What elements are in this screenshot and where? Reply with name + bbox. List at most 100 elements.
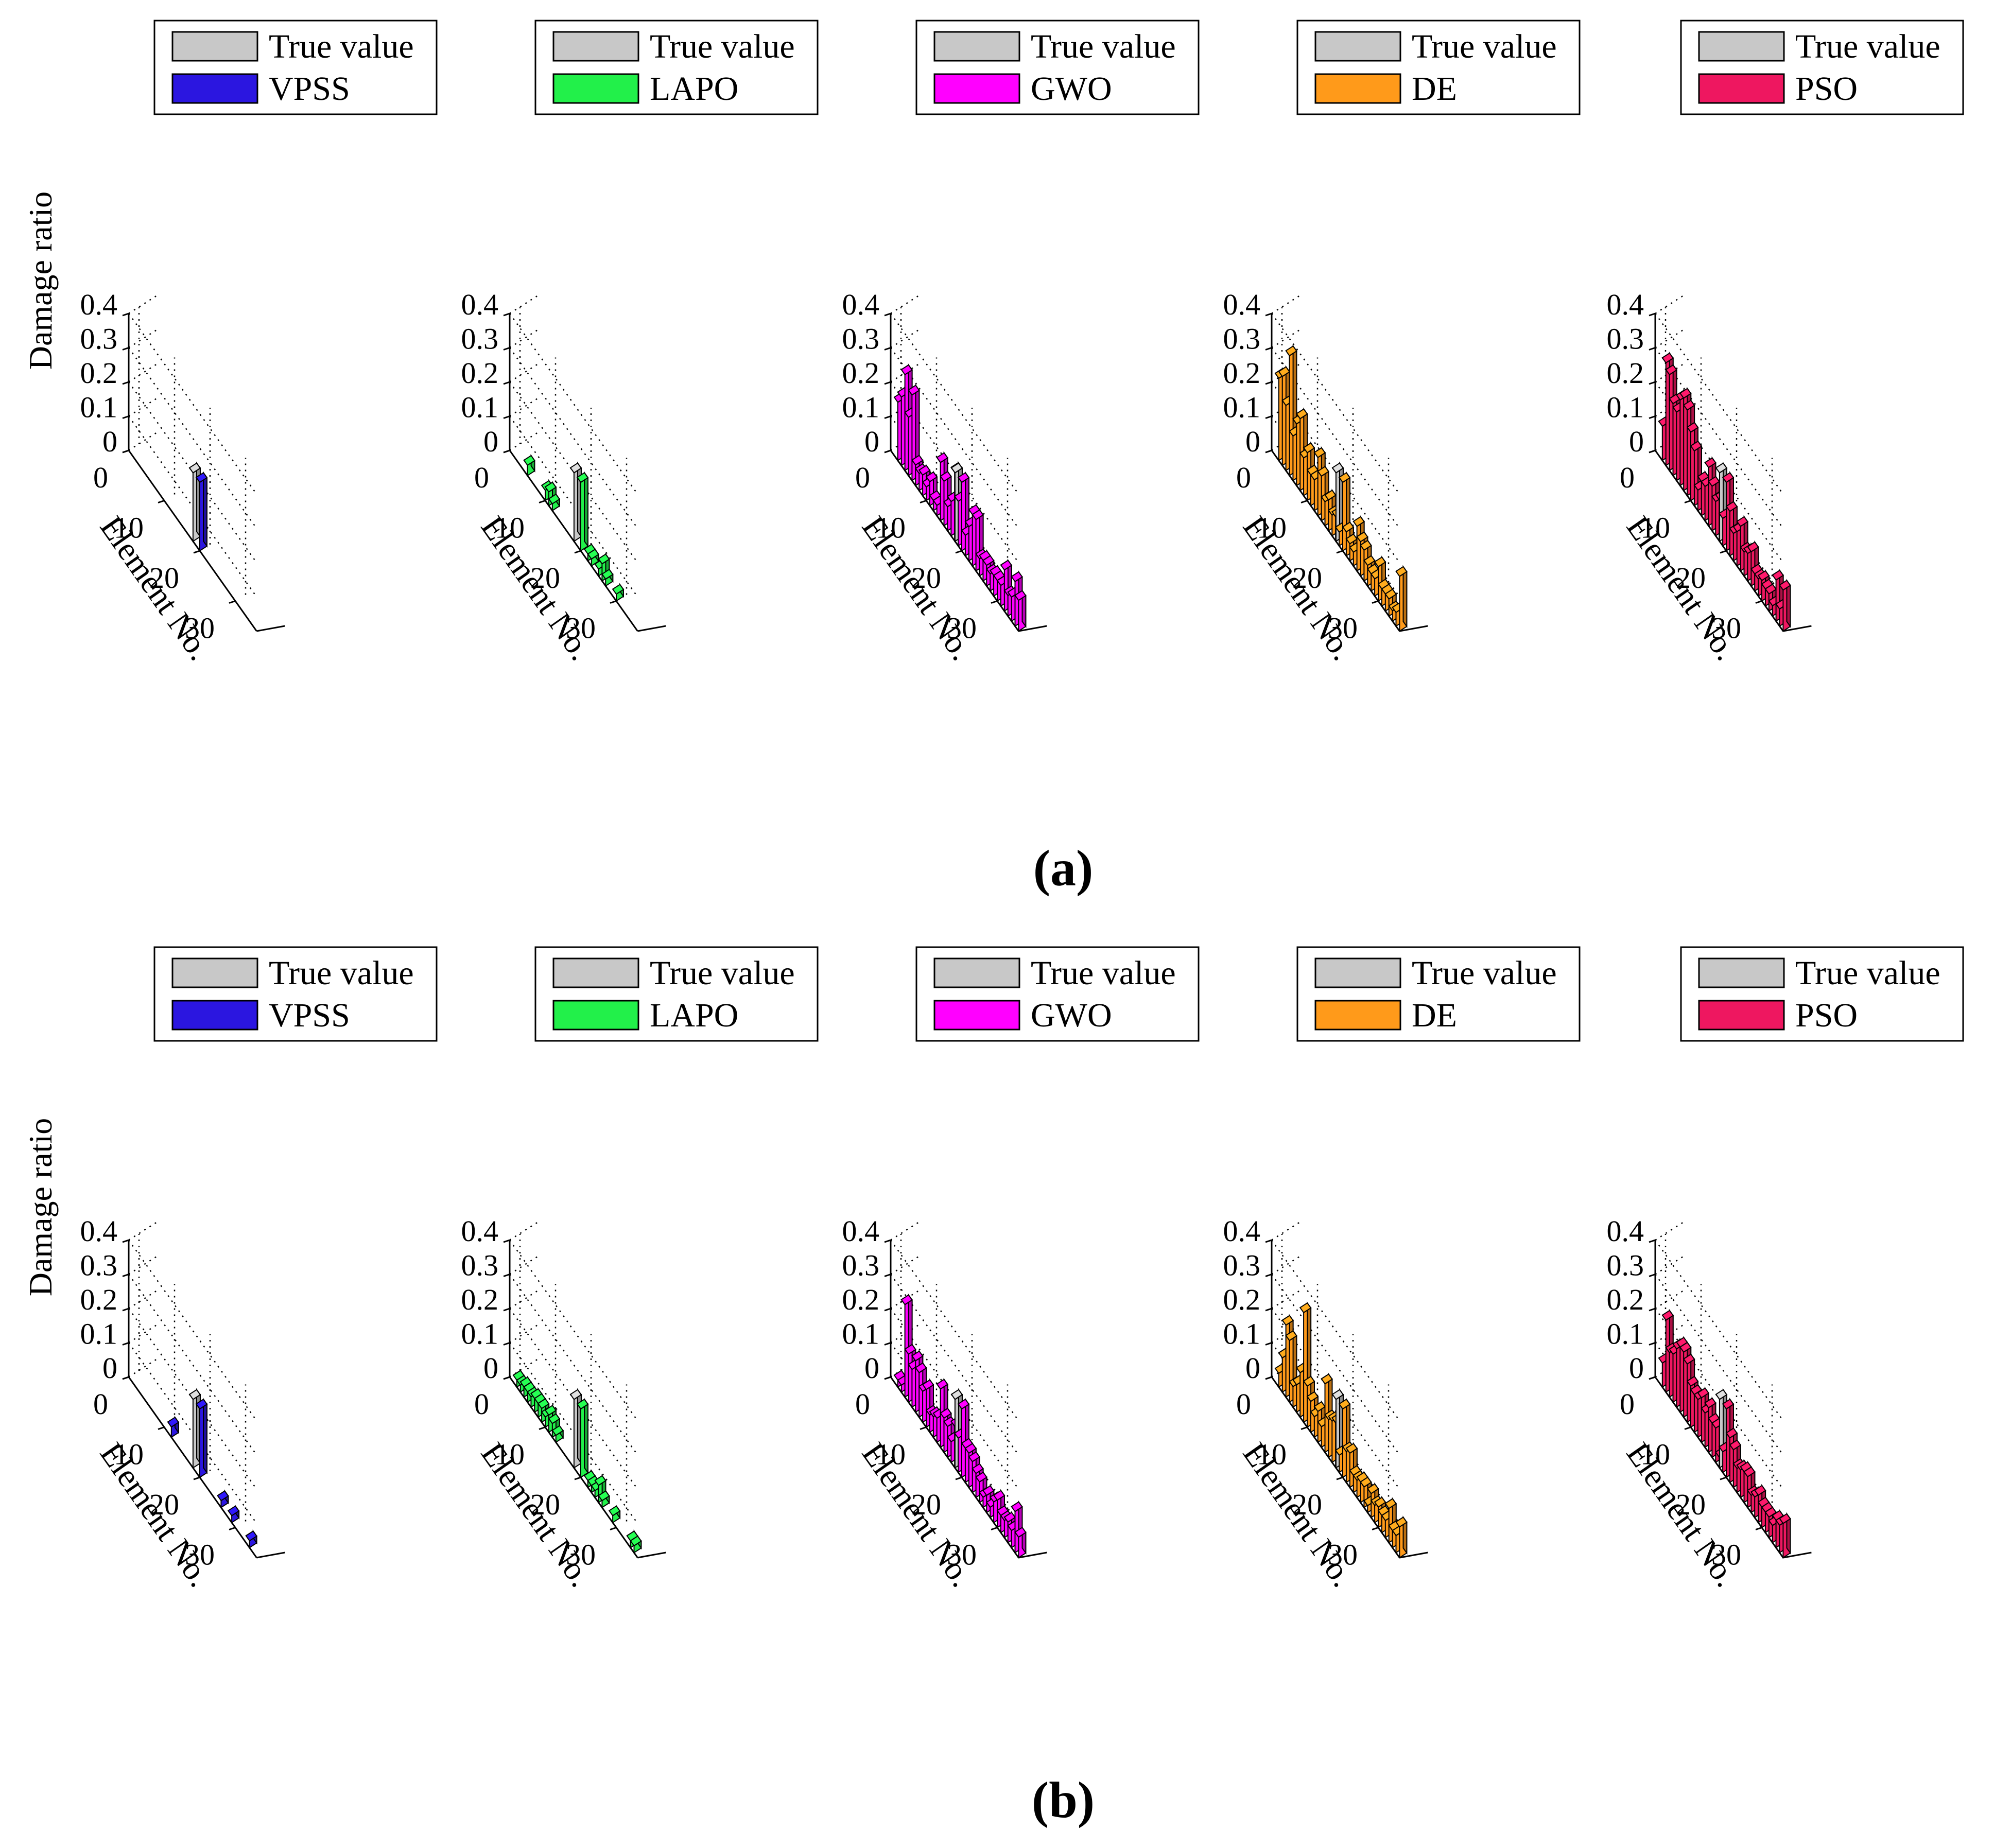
bar-top-face (1757, 570, 1770, 581)
x-tick-label: 30 (947, 1538, 977, 1572)
legend-label-true-value: True value (1031, 28, 1176, 65)
z-tick-mark (1649, 347, 1656, 351)
legend: True value DE (1296, 946, 1581, 1042)
bar-VPSS-28 (227, 1504, 240, 1524)
bar-LAPO-11 (548, 492, 561, 512)
legend-label-lapo: LAPO (650, 997, 738, 1034)
x-tick-mark (158, 500, 165, 503)
x-tick-mark (1301, 1426, 1308, 1430)
legend-swatch-true-value (1314, 957, 1401, 988)
x-tick-label: 10 (495, 511, 525, 545)
x-tick-mark (1684, 1426, 1691, 1430)
z-tick-mark (1265, 1307, 1272, 1312)
bar-top-face (1686, 422, 1699, 433)
bar-top-face (1321, 1373, 1333, 1385)
z-tick-label: 0.3 (461, 1249, 499, 1282)
x-tick-label: 20 (530, 1488, 560, 1521)
bar-top-face (964, 1442, 977, 1454)
x-tick-label: 10 (1640, 1438, 1670, 1471)
bar-LAPO-12 (551, 1424, 564, 1443)
bar-LAPO-26 (601, 568, 614, 587)
legend-swatch-pso (1698, 1000, 1785, 1031)
x-tick-label: 10 (114, 1438, 144, 1471)
bar-top-face (1729, 1439, 1742, 1451)
bar-top-face (1374, 556, 1386, 568)
bar-top-face (1683, 399, 1695, 411)
z-tick-label: 0 (483, 1351, 498, 1385)
z-tick-label: 0.2 (1607, 1283, 1644, 1316)
bar-top-face (1736, 516, 1749, 527)
bar-VPSS-33 (245, 1529, 258, 1549)
element-axis-end (637, 625, 666, 632)
legend-swatch-true-value (1698, 31, 1785, 62)
x-tick-mark (920, 1426, 927, 1430)
bar-top-face (188, 462, 201, 474)
z-tick-mark (1265, 1274, 1272, 1277)
x-tick-label: 10 (876, 511, 906, 545)
legend-swatch-de (1314, 73, 1401, 104)
z-tick-mark (1265, 1239, 1272, 1243)
element-axis-end (1783, 1551, 1812, 1559)
legend-label-pso: PSO (1795, 70, 1858, 108)
z-tick-label: 0.2 (1223, 1283, 1261, 1316)
z-tick-label: 0.1 (461, 391, 499, 424)
bar-top-face (630, 1535, 642, 1547)
bar-top-face (982, 555, 995, 566)
z-tick-label: 0.3 (1223, 322, 1261, 356)
z-tick-mark (122, 312, 129, 317)
z-tick-label: 0.2 (80, 356, 118, 390)
z-tick-mark (884, 415, 891, 419)
bar-GWO-35 (1014, 589, 1027, 632)
legend-label-vpss: VPSS (269, 997, 350, 1034)
x-tick-mark (1372, 1527, 1379, 1530)
legend-swatch-gwo (933, 1000, 1020, 1031)
x-tick-label: 20 (149, 1488, 179, 1521)
bar-top-face (523, 455, 535, 466)
legend-swatch-de (1314, 1000, 1401, 1031)
bar-top-face (1011, 571, 1023, 583)
damage-ratio-axis-title: Damage ratio (22, 191, 59, 370)
legend-label-true-value: True value (269, 28, 414, 65)
x-tick-label: 30 (1328, 612, 1358, 645)
bar-top-face (1661, 352, 1674, 364)
legend: True value VPSS (153, 946, 438, 1042)
bar-top-face (195, 1398, 208, 1410)
z-tick-label: 0.4 (461, 1214, 499, 1248)
bar-top-face (576, 1398, 589, 1410)
x-tick-label: 10 (876, 1438, 906, 1471)
bar-LAPO-34 (630, 1535, 642, 1554)
x-tick-mark (229, 1527, 236, 1530)
bar-top-face (1360, 539, 1372, 551)
z-tick-label: 0 (1629, 425, 1644, 458)
bar-top-face (1299, 1302, 1312, 1314)
legend-swatch-true-value (933, 957, 1020, 988)
bar-PSO-35 (1779, 579, 1791, 632)
z-tick-label: 0.1 (80, 391, 118, 424)
bar-top-face (1395, 1516, 1408, 1528)
legend-swatch-true-value (552, 31, 639, 62)
bar-top-face (569, 462, 582, 474)
z-tick-mark (122, 1307, 129, 1312)
x-tick-mark (991, 600, 998, 604)
x-tick-label: 0 (474, 1387, 489, 1421)
z-tick-mark (884, 1307, 891, 1312)
bar-top-face (936, 1379, 949, 1390)
bar-VPSS-19 (195, 1398, 208, 1478)
x-tick-label: 20 (149, 561, 179, 595)
z-tick-label: 0.2 (1607, 356, 1644, 390)
x-tick-mark (1720, 550, 1727, 554)
bar-top-face (940, 1407, 952, 1419)
bar-top-face (587, 548, 600, 560)
bar-top-face (1690, 440, 1703, 452)
z-tick-mark (884, 1342, 891, 1346)
x-tick-label: 10 (495, 1438, 525, 1471)
bar-LAPO-25 (598, 1489, 610, 1509)
legend-label-true-value: True value (1412, 28, 1557, 65)
x-tick-label: 0 (1236, 1387, 1251, 1421)
bar-top-face (1000, 560, 1013, 571)
z-tick-label: 0.2 (461, 1283, 499, 1316)
legend-label-true-value: True value (1031, 954, 1176, 992)
bar-top-face (1313, 447, 1326, 459)
